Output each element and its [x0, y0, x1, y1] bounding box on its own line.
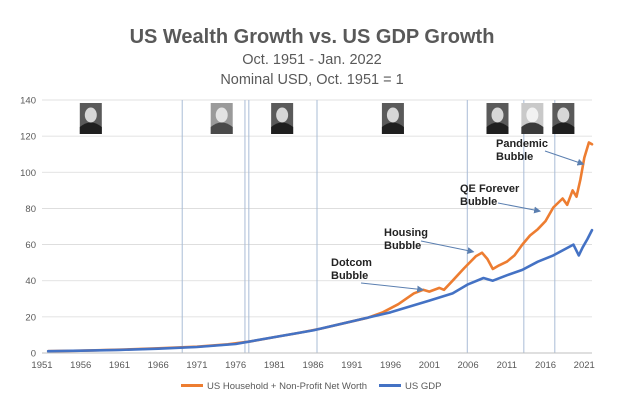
portrait-head [526, 107, 539, 123]
annotation-line: Bubble [384, 240, 421, 252]
portrait-head [386, 107, 399, 123]
x-tick-label: 1986 [303, 360, 324, 371]
annotation-qe: QE Forever Bubble [460, 183, 542, 214]
annotation-label: Dotcom Bubble [331, 257, 372, 282]
annotation-line: Pandemic [496, 138, 548, 150]
legend-item-net-worth: US Household + Non-Profit Net Worth [181, 381, 367, 392]
annotation-housing: Housing Bubble [384, 227, 475, 255]
annotation-line: Bubble [496, 151, 533, 163]
annotation-label: Housing Bubble [384, 227, 428, 252]
x-tick-label: 1981 [264, 360, 285, 371]
annotation-arrow [360, 282, 425, 293]
x-tick-label: 1976 [225, 360, 246, 371]
tick-labels: 0 20 40 60 80 100 120 140 1951 1956 1961 1966 1971 19… [20, 96, 595, 372]
y-tick-label: 0 [31, 349, 36, 360]
y-tick-label: 140 [20, 96, 36, 107]
y-tick-label: 40 [25, 276, 36, 287]
legend-label: US GDP [405, 381, 441, 392]
x-tick-label: 1961 [109, 360, 130, 371]
portrait-4 [381, 103, 404, 134]
legend: US Household + Non-Profit Net Worth US GD… [181, 381, 441, 392]
x-tick-label: 2011 [497, 360, 517, 371]
portrait-shoulders [552, 122, 575, 134]
y-tick-label: 20 [25, 312, 36, 323]
annotation-line: QE Forever [460, 183, 520, 195]
annotation-line: Dotcom [331, 257, 372, 269]
y-tick-label: 60 [25, 240, 36, 251]
portrait-5 [486, 103, 509, 134]
portrait-head [276, 107, 289, 123]
legend-label: US Household + Non-Profit Net Worth [207, 381, 367, 392]
portrait-shoulders [79, 122, 102, 134]
x-tick-label: 1991 [341, 360, 362, 371]
x-tick-label: 2016 [535, 360, 556, 371]
chart-title: US Wealth Growth vs. US GDP Growth [130, 26, 495, 48]
portrait-shoulders [381, 122, 404, 134]
chart-subtitle-2: Nominal USD, Oct. 1951 = 1 [220, 72, 403, 88]
vertical-reference-lines [181, 100, 556, 353]
portrait-head [491, 107, 504, 123]
annotation-arrow [544, 150, 585, 166]
portrait-6 [521, 103, 544, 134]
portrait-shoulders [271, 122, 294, 134]
y-tick-label: 80 [25, 204, 36, 215]
portrait-row [79, 103, 575, 134]
annotation-pandemic: Pandemic Bubble [496, 138, 585, 166]
y-tick-label: 100 [20, 168, 36, 179]
x-tick-label: 1966 [148, 360, 169, 371]
annotation-label: QE Forever Bubble [460, 183, 520, 208]
portrait-head [84, 107, 97, 123]
annotation-arrow [420, 240, 475, 255]
annotation-dotcom: Dotcom Bubble [331, 257, 425, 293]
x-tick-label: 2021 [574, 360, 595, 371]
portrait-shoulders [210, 122, 233, 134]
x-tick-label: 2006 [457, 360, 478, 371]
portrait-2 [210, 103, 233, 134]
portrait-head [215, 107, 228, 123]
x-tick-label: 2001 [419, 360, 440, 371]
annotation-line: Housing [384, 227, 428, 239]
annotation-label: Pandemic Bubble [496, 138, 548, 163]
portrait-head [557, 107, 570, 123]
x-tick-label: 1971 [186, 360, 207, 371]
x-tick-label: 1951 [31, 360, 52, 371]
portrait-1 [79, 103, 102, 134]
y-tick-label: 120 [20, 132, 36, 143]
portrait-shoulders [486, 122, 509, 134]
x-tick-label: 1956 [70, 360, 91, 371]
annotation-line: Bubble [460, 196, 497, 208]
portrait-shoulders [521, 122, 544, 134]
x-tick-label: 1996 [380, 360, 401, 371]
portrait-7 [552, 103, 575, 134]
portrait-3 [271, 103, 294, 134]
chart-subtitle-1: Oct. 1951 - Jan. 2022 [242, 52, 381, 68]
annotation-arrow [497, 202, 542, 214]
series-lines [46, 141, 594, 353]
series-line-gdp [46, 228, 594, 353]
annotation-line: Bubble [331, 270, 368, 282]
series-line-net-worth [46, 141, 594, 353]
legend-item-gdp: US GDP [379, 381, 441, 392]
